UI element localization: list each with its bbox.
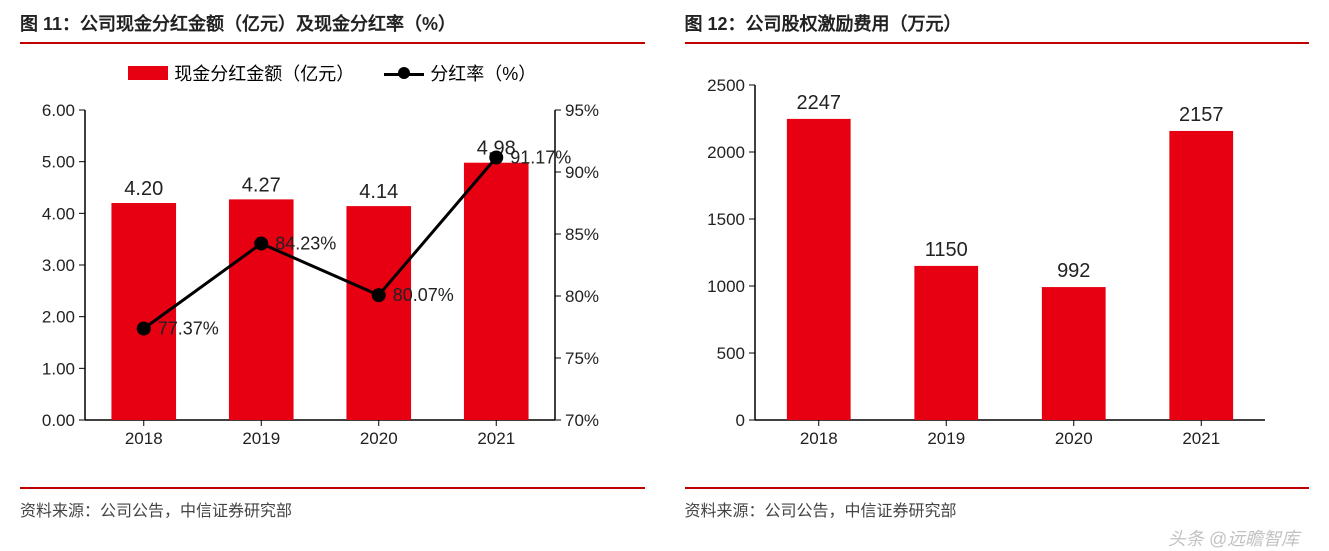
svg-text:70%: 70% — [565, 411, 599, 430]
svg-text:6.00: 6.00 — [42, 101, 75, 120]
figure-11-title: 图 11：公司现金分红金额（亿元）及现金分红率（%） — [20, 10, 645, 44]
svg-text:2157: 2157 — [1179, 104, 1224, 126]
svg-text:95%: 95% — [565, 101, 599, 120]
svg-text:1500: 1500 — [707, 210, 745, 229]
svg-text:3.00: 3.00 — [42, 256, 75, 275]
svg-text:4.20: 4.20 — [124, 178, 163, 200]
svg-text:1000: 1000 — [707, 277, 745, 296]
svg-text:85%: 85% — [565, 225, 599, 244]
svg-text:4.27: 4.27 — [242, 174, 281, 196]
svg-text:4.00: 4.00 — [42, 204, 75, 223]
svg-text:84.23%: 84.23% — [275, 234, 336, 254]
svg-text:91.17%: 91.17% — [510, 147, 571, 167]
svg-text:2500: 2500 — [707, 76, 745, 95]
figure-11-source: 资料来源：公司公告，中信证券研究部 — [20, 489, 645, 521]
svg-text:2019: 2019 — [242, 429, 280, 448]
svg-text:0: 0 — [735, 411, 744, 430]
svg-text:80%: 80% — [565, 287, 599, 306]
svg-text:2247: 2247 — [796, 92, 841, 114]
figure-11-legend: 现金分红金额（亿元） 分红率（%） — [20, 60, 645, 86]
legend-line-item: 分红率（%） — [384, 60, 536, 86]
svg-text:75%: 75% — [565, 349, 599, 368]
legend-line-label: 分红率（%） — [430, 60, 536, 86]
figure-11-panel: 图 11：公司现金分红金额（亿元）及现金分红率（%） 现金分红金额（亿元） 分红… — [20, 10, 645, 521]
svg-text:2.00: 2.00 — [42, 308, 75, 327]
figure-12-chart-area: 0 500 1000 1500 2000 2500 2247 2018 1150 2019 992 2… — [685, 52, 1310, 489]
svg-text:2021: 2021 — [1182, 429, 1220, 448]
watermark-text: 头条 @远瞻智库 — [1168, 525, 1299, 551]
svg-text:500: 500 — [716, 344, 744, 363]
legend-bar-label: 现金分红金额（亿元） — [174, 60, 354, 86]
line-swatch-icon — [384, 66, 424, 80]
svg-text:2020: 2020 — [360, 429, 398, 448]
figure-12-title: 图 12：公司股权激励费用（万元） — [685, 10, 1310, 44]
svg-text:2000: 2000 — [707, 143, 745, 162]
svg-text:5.00: 5.00 — [42, 153, 75, 172]
figure-12-svg: 0 500 1000 1500 2000 2500 2247 2018 1150 2019 992 2… — [685, 60, 1285, 460]
figure-12-panel: 图 12：公司股权激励费用（万元） 0 500 1000 1500 2000 2500 22… — [685, 10, 1310, 521]
svg-text:0.00: 0.00 — [42, 411, 75, 430]
svg-text:992: 992 — [1057, 260, 1090, 282]
svg-text:2018: 2018 — [125, 429, 163, 448]
svg-text:2018: 2018 — [799, 429, 837, 448]
svg-text:77.37%: 77.37% — [158, 319, 219, 339]
svg-text:1.00: 1.00 — [42, 359, 75, 378]
svg-text:2020: 2020 — [1054, 429, 1092, 448]
bar-swatch-icon — [128, 66, 168, 80]
figure-11-chart-area: 现金分红金额（亿元） 分红率（%） 0.00 1.00 2.00 3.00 4.00 5.… — [20, 52, 645, 489]
figure-11-svg: 0.00 1.00 2.00 3.00 4.00 5.00 6.00 70% 75% 80% 85%… — [20, 90, 620, 460]
figure-12-source: 资料来源：公司公告，中信证券研究部 — [685, 489, 1310, 521]
svg-text:2021: 2021 — [477, 429, 515, 448]
legend-bar-item: 现金分红金额（亿元） — [128, 60, 354, 86]
svg-text:2019: 2019 — [927, 429, 965, 448]
svg-text:4.14: 4.14 — [359, 181, 398, 203]
svg-text:80.07%: 80.07% — [393, 285, 454, 305]
svg-text:1150: 1150 — [924, 239, 967, 261]
